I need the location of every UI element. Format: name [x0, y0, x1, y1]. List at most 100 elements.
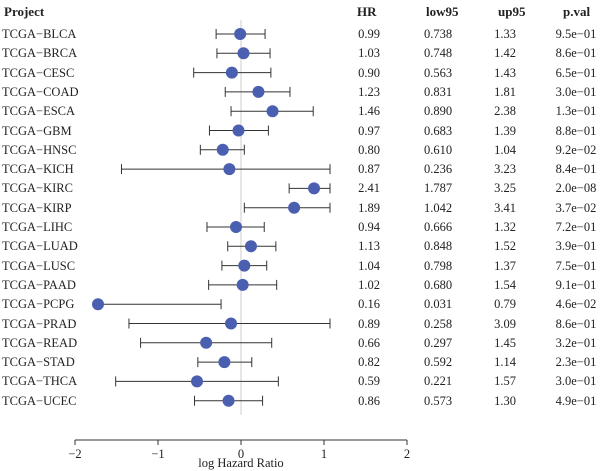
row-hr-value: 0.86 — [358, 393, 380, 408]
row-low95-value: 0.798 — [423, 258, 453, 273]
row-pval-value: 7.5e−01 — [555, 258, 597, 273]
row-project-label: TCGA−COAD — [2, 84, 79, 99]
row-hr-value: 1.46 — [358, 104, 380, 119]
row-pval-value: 3.9e−01 — [555, 239, 597, 254]
hr-point — [92, 298, 104, 311]
row-up95-value: 3.41 — [494, 200, 516, 215]
row-hr-value: 0.82 — [358, 355, 380, 370]
row-low95-value: 0.563 — [423, 65, 453, 80]
hr-point — [252, 85, 265, 98]
row-up95-value: 1.14 — [494, 355, 516, 370]
row-hr-value: 2.41 — [358, 181, 380, 196]
row-low95-value: 1.787 — [423, 181, 453, 196]
header-up95: up95 — [498, 4, 526, 19]
row-hr-value: 1.89 — [358, 200, 380, 215]
row-project-label: TCGA−UCEC — [2, 393, 77, 408]
row-project-label: TCGA−BRCA — [2, 46, 78, 61]
row-project-label: TCGA−PRAD — [2, 316, 77, 331]
row-low95-value: 0.738 — [423, 27, 453, 41]
hr-point — [232, 124, 245, 137]
row-pval-value: 6.5e−01 — [555, 65, 597, 80]
row-low95-value: 0.748 — [423, 46, 453, 61]
row-hr-value: 0.94 — [358, 220, 380, 234]
row-up95-value: 1.04 — [494, 142, 516, 157]
row-up95-value: 3.23 — [494, 162, 516, 177]
row-hr-value: 1.03 — [358, 46, 380, 61]
row-hr-value: 1.23 — [358, 84, 380, 99]
row-hr-value: 0.89 — [358, 316, 380, 331]
row-pval-value: 8.6e−01 — [555, 316, 597, 331]
row-hr-value: 0.97 — [358, 123, 380, 138]
row-up95-value: 1.32 — [494, 220, 516, 234]
row-up95-value: 3.25 — [494, 181, 516, 196]
hr-point — [225, 66, 238, 79]
row-up95-value: 1.43 — [494, 65, 516, 80]
x-tick-label: 2 — [404, 447, 410, 461]
hr-point — [234, 28, 247, 40]
hr-point — [223, 163, 236, 176]
row-project-label: TCGA−LIHC — [2, 220, 73, 234]
hr-point — [216, 143, 229, 156]
hr-point — [218, 356, 231, 369]
row-pval-value: 8.4e−01 — [555, 162, 597, 177]
row-low95-value: 0.573 — [423, 393, 453, 408]
hr-point — [308, 182, 321, 195]
row-pval-value: 9.2e−02 — [555, 142, 597, 157]
row-pval-value: 3.7e−02 — [555, 200, 597, 215]
row-low95-value: 0.297 — [423, 335, 453, 350]
row-hr-value: 0.59 — [358, 374, 380, 389]
row-up95-value: 1.33 — [494, 27, 516, 41]
header-hr: HR — [357, 4, 377, 19]
row-low95-value: 1.042 — [423, 200, 453, 215]
x-tick-label: −2 — [68, 447, 81, 461]
row-low95-value: 0.031 — [423, 297, 453, 312]
row-low95-value: 0.831 — [423, 84, 453, 99]
row-low95-value: 0.610 — [423, 142, 453, 157]
row-pval-value: 4.6e−02 — [555, 297, 597, 312]
row-project-label: TCGA−READ — [2, 335, 78, 350]
row-hr-value: 0.16 — [358, 297, 380, 312]
row-up95-value: 2.38 — [494, 104, 516, 119]
row-pval-value: 3.0e−01 — [555, 374, 597, 389]
row-low95-value: 0.236 — [423, 162, 453, 177]
row-low95-value: 0.848 — [423, 239, 453, 254]
row-low95-value: 0.890 — [423, 104, 453, 119]
hr-point — [222, 394, 235, 407]
row-low95-value: 0.221 — [423, 374, 453, 389]
row-project-label: TCGA−STAD — [2, 355, 75, 370]
row-project-label: TCGA−GBM — [2, 123, 72, 138]
row-pval-value: 8.6e−01 — [555, 46, 597, 61]
row-pval-value: 7.2e−01 — [555, 220, 597, 234]
row-hr-value: 0.99 — [358, 27, 380, 41]
x-tick-label: 1 — [321, 447, 327, 461]
row-project-label: TCGA−KIRP — [2, 200, 72, 215]
row-up95-value: 1.45 — [494, 335, 516, 350]
row-pval-value: 9.1e−01 — [555, 277, 597, 292]
row-project-label: TCGA−KIRC — [2, 181, 73, 196]
row-project-label: TCGA−PAAD — [2, 277, 76, 292]
row-up95-value: 1.52 — [494, 239, 516, 254]
row-project-label: TCGA−THCA — [2, 374, 78, 389]
row-pval-value: 8.8e−01 — [555, 123, 597, 138]
hr-point — [236, 278, 249, 291]
row-up95-value: 3.09 — [494, 316, 516, 331]
row-project-label: TCGA−BLCA — [2, 27, 77, 41]
row-hr-value: 1.02 — [358, 277, 380, 292]
x-tick-label: −1 — [151, 447, 164, 461]
row-up95-value: 1.39 — [494, 123, 516, 138]
row-hr-value: 0.66 — [358, 335, 380, 350]
row-project-label: TCGA−CESC — [2, 65, 75, 80]
row-up95-value: 1.37 — [494, 258, 516, 273]
row-project-label: TCGA−ESCA — [2, 104, 76, 119]
row-pval-value: 2.0e−08 — [555, 181, 597, 196]
row-up95-value: 1.54 — [494, 277, 516, 292]
header-project: Project — [4, 4, 45, 19]
header-pval: p.val — [563, 4, 591, 19]
row-pval-value: 1.3e−01 — [555, 104, 597, 119]
header-low95: low95 — [426, 4, 459, 19]
row-pval-value: 3.0e−01 — [555, 84, 597, 99]
row-project-label: TCGA−LUSC — [2, 258, 76, 273]
hr-point — [225, 317, 238, 330]
row-hr-value: 0.87 — [358, 162, 380, 177]
